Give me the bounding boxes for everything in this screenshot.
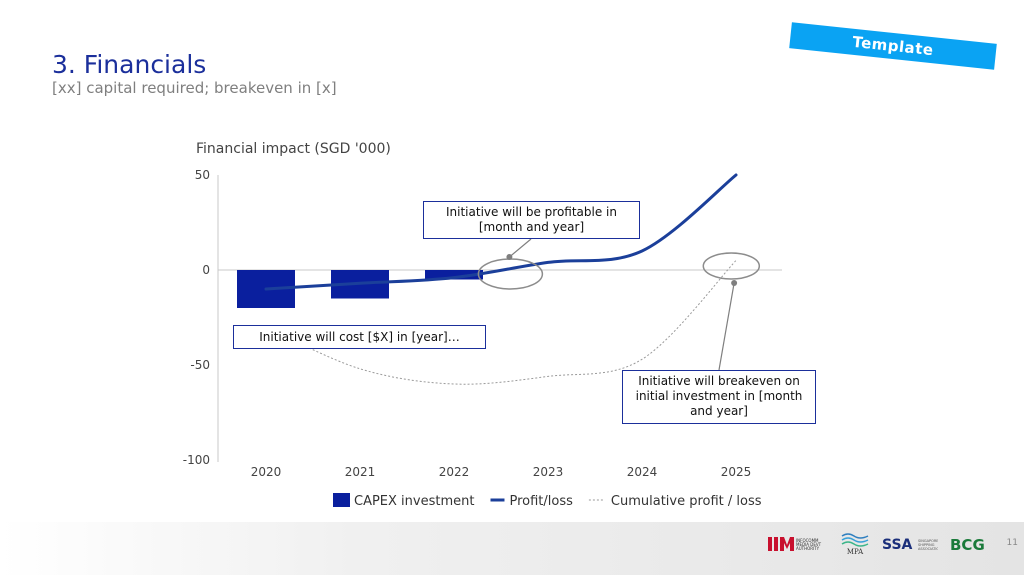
y-tick-label: -50 xyxy=(190,358,210,372)
svg-text:INFOCOMM: INFOCOMM xyxy=(796,538,819,543)
chart-title: Financial impact (SGD '000) xyxy=(196,141,391,157)
legend-label: CAPEX investment xyxy=(354,494,474,509)
x-tick-label: 2020 xyxy=(251,465,282,479)
svg-text:MPA: MPA xyxy=(847,548,864,556)
leader-dot-profitable xyxy=(506,254,513,260)
slide-title: 3. Financials xyxy=(52,50,207,79)
leader-dot-breakeven xyxy=(731,280,738,286)
page-number: 11 xyxy=(1006,538,1018,548)
x-tick-label: 2025 xyxy=(721,465,752,479)
y-tick-label: -100 xyxy=(183,453,210,467)
capex-bar xyxy=(425,270,483,280)
svg-text:SSA: SSA xyxy=(882,537,913,553)
svg-text:ASSOCIATION: ASSOCIATION xyxy=(918,547,938,551)
legend-label: Profit/loss xyxy=(509,494,573,509)
svg-text:BCG: BCG xyxy=(950,536,985,554)
callout-breakeven: Initiative will breakeven on initial inv… xyxy=(622,370,816,424)
footer-bar xyxy=(0,522,1024,575)
x-tick-label: 2023 xyxy=(533,465,564,479)
y-tick-label: 0 xyxy=(202,263,210,277)
leader-line-profitable xyxy=(509,238,532,258)
leader-line-breakeven xyxy=(718,282,735,371)
slide-subtitle: [xx] capital required; breakeven in [x] xyxy=(52,79,337,97)
svg-text:SHIPPING: SHIPPING xyxy=(918,543,935,547)
profit-loss-line xyxy=(264,173,738,291)
imda-logo: INFOCOMM MEDIA DEVT AUTHORITY xyxy=(768,533,828,555)
financial-chart: Financial impact (SGD '000) 50 0 -50 -100 2… xyxy=(183,141,782,509)
legend-swatch-capex xyxy=(333,493,350,507)
x-tick-label: 2021 xyxy=(345,465,376,479)
partner-logos: INFOCOMM MEDIA DEVT AUTHORITY MPA SSA SI… xyxy=(768,530,990,558)
callout-cost: Initiative will cost [$X] in [year]… xyxy=(233,325,486,349)
callout-profitable: Initiative will be profitable in [month … xyxy=(423,201,640,239)
bcg-logo: BCG xyxy=(950,534,990,554)
ssa-logo: SSA SINGAPORE SHIPPING ASSOCIATION xyxy=(882,534,938,554)
legend-label: Cumulative profit / loss xyxy=(611,494,762,509)
svg-text:AUTHORITY: AUTHORITY xyxy=(796,546,820,551)
y-tick-label: 50 xyxy=(195,168,210,182)
x-tick-label: 2022 xyxy=(439,465,470,479)
x-tick-label: 2024 xyxy=(627,465,658,479)
mpa-logo: MPA xyxy=(840,530,870,558)
svg-text:MEDIA DEVT: MEDIA DEVT xyxy=(796,542,822,547)
svg-text:SINGAPORE: SINGAPORE xyxy=(918,539,938,543)
highlight-circle-breakeven xyxy=(702,252,761,280)
